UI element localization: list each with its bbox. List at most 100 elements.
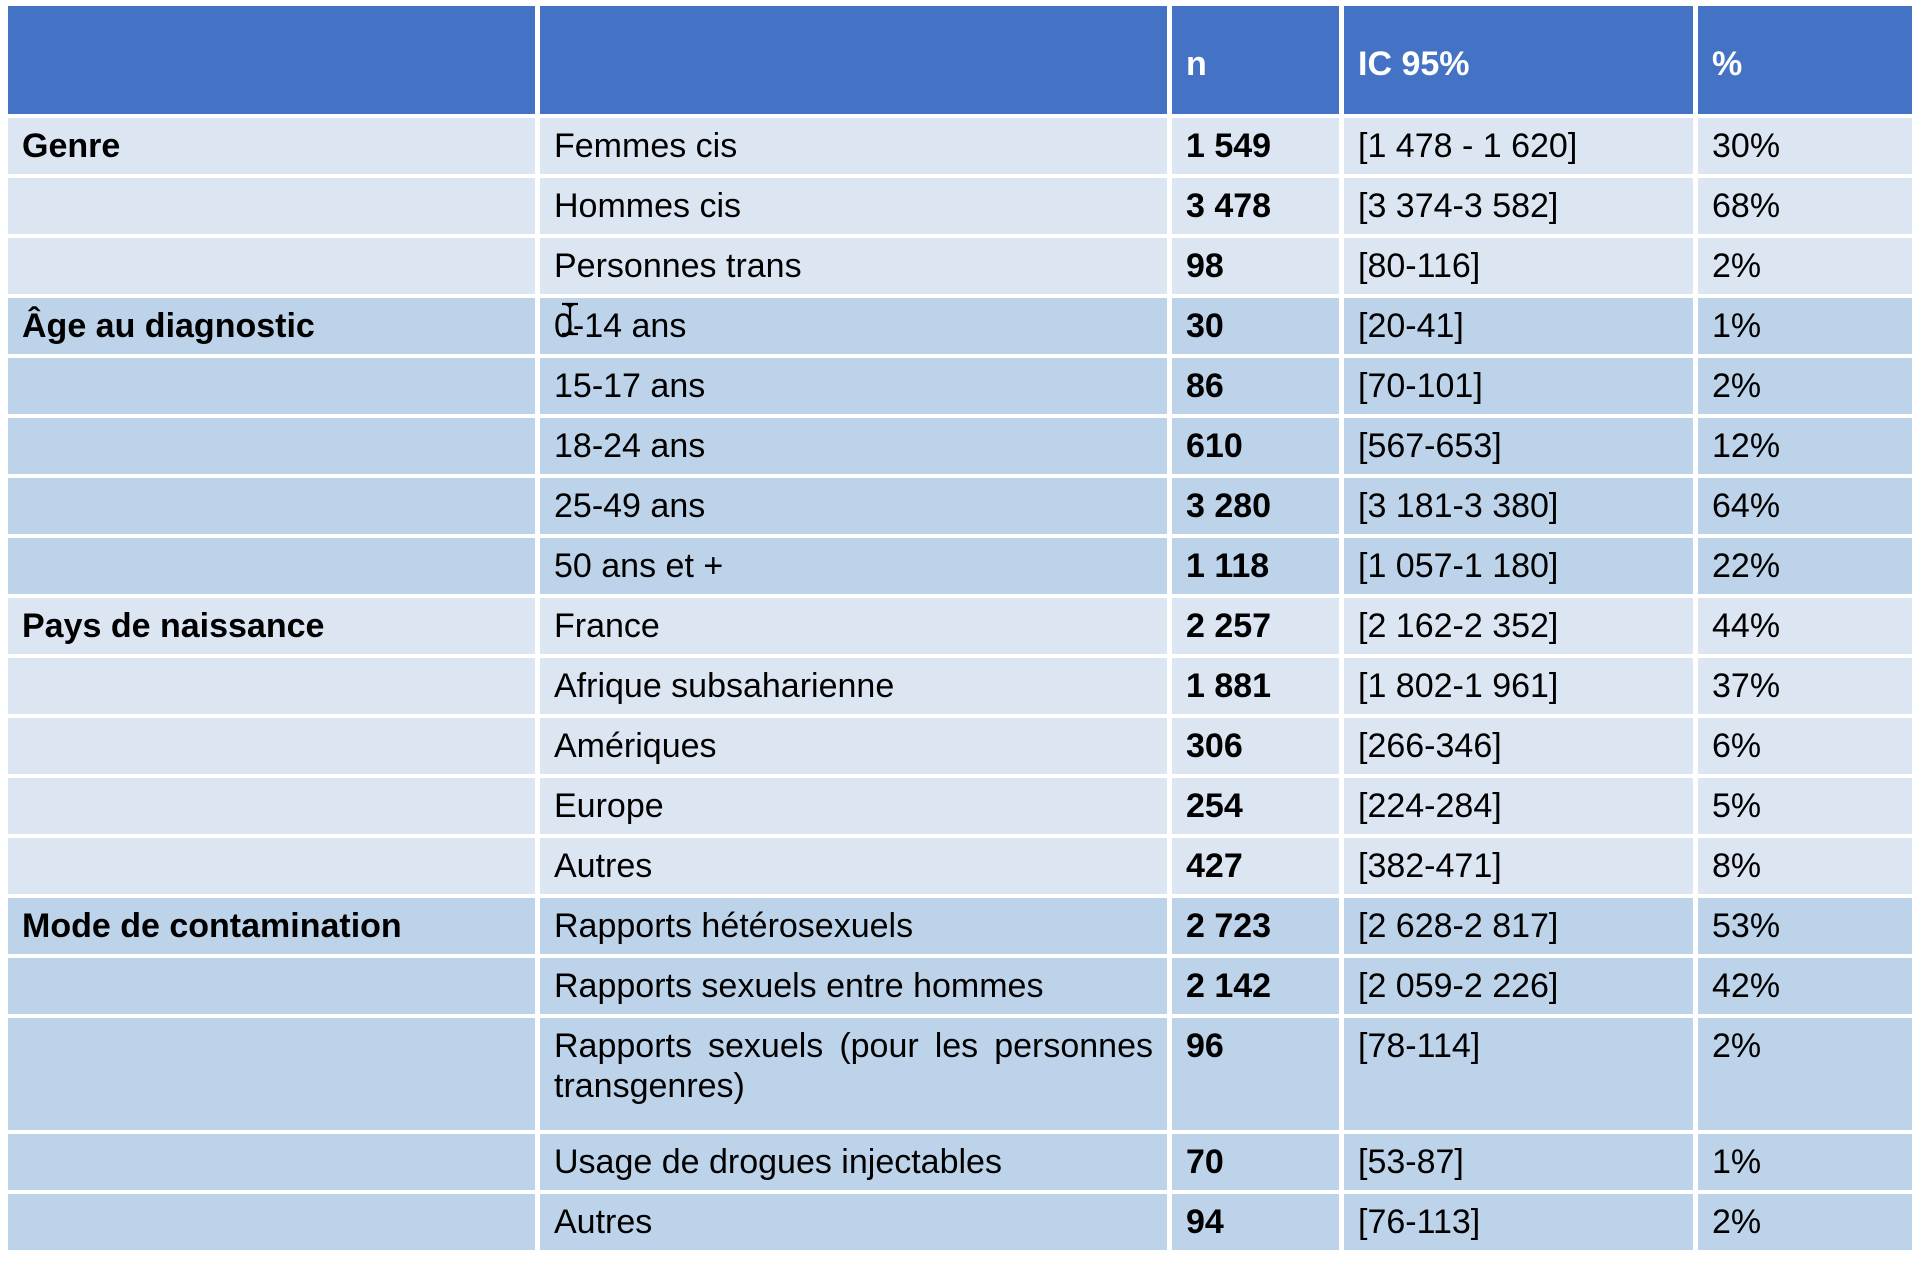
- row-percent: 2%: [1698, 1018, 1912, 1134]
- row-count: 427: [1172, 838, 1344, 898]
- row-count: 3 478: [1172, 178, 1344, 238]
- table-row: Rapports sexuels (pour les personnes tra…: [8, 1018, 1912, 1134]
- table-row: Genre Femmes cis 1 549 [1 478 - 1 620] 30%: [8, 118, 1912, 178]
- row-subcategory: 15-17 ans: [540, 358, 1172, 418]
- row-percent: 2%: [1698, 1194, 1912, 1254]
- row-percent: 22%: [1698, 538, 1912, 598]
- text-cursor-icon: [562, 302, 578, 336]
- row-subcategory: France: [540, 598, 1172, 658]
- header-ic95: IC 95%: [1344, 6, 1698, 118]
- row-confidence-interval: [567-653]: [1344, 418, 1698, 478]
- table-header: n IC 95% %: [8, 6, 1912, 118]
- table-row: Rapports sexuels entre hommes 2 142 [2 059…: [8, 958, 1912, 1018]
- row-confidence-interval: [76-113]: [1344, 1194, 1698, 1254]
- row-category: [8, 838, 540, 898]
- table-row: 25-49 ans 3 280 [3 181-3 380] 64%: [8, 478, 1912, 538]
- row-subcategory: Rapports hétérosexuels: [540, 898, 1172, 958]
- row-count: 306: [1172, 718, 1344, 778]
- row-count: 70: [1172, 1134, 1344, 1194]
- row-category: [8, 238, 540, 298]
- row-count: 3 280: [1172, 478, 1344, 538]
- table-body: Genre Femmes cis 1 549 [1 478 - 1 620] 30% Ho…: [8, 118, 1912, 1254]
- row-percent: 1%: [1698, 298, 1912, 358]
- row-percent: 37%: [1698, 658, 1912, 718]
- row-subcategory: 50 ans et +: [540, 538, 1172, 598]
- row-percent: 2%: [1698, 358, 1912, 418]
- table-row: 15-17 ans 86 [70-101] 2%: [8, 358, 1912, 418]
- row-percent: 42%: [1698, 958, 1912, 1018]
- row-count: 610: [1172, 418, 1344, 478]
- table-row: Pays de naissance France 2 257 [2 162-2 352…: [8, 598, 1912, 658]
- row-confidence-interval: [1 478 - 1 620]: [1344, 118, 1698, 178]
- table-row: Usage de drogues injectables 70 [53-87] 1%: [8, 1134, 1912, 1194]
- row-percent: 64%: [1698, 478, 1912, 538]
- row-category: [8, 1018, 540, 1134]
- row-category: [8, 358, 540, 418]
- row-percent: 53%: [1698, 898, 1912, 958]
- row-confidence-interval: [70-101]: [1344, 358, 1698, 418]
- row-percent: 8%: [1698, 838, 1912, 898]
- row-subcategory: Amériques: [540, 718, 1172, 778]
- statistics-table: n IC 95% % Genre Femmes cis 1 549 [1 478 - …: [8, 6, 1912, 1254]
- row-subcategory: Autres: [540, 838, 1172, 898]
- row-subcategory: 18-24 ans: [540, 418, 1172, 478]
- row-percent: 44%: [1698, 598, 1912, 658]
- row-subcategory: Autres: [540, 1194, 1172, 1254]
- row-subcategory: Europe: [540, 778, 1172, 838]
- row-count: 2 142: [1172, 958, 1344, 1018]
- row-subcategory: Usage de drogues injectables: [540, 1134, 1172, 1194]
- table-row: Âge au diagnostic 0-14 ans 30 [20-41] 1%: [8, 298, 1912, 358]
- row-subcategory: Rapports sexuels (pour les personnes tra…: [540, 1018, 1172, 1134]
- row-confidence-interval: [1 057-1 180]: [1344, 538, 1698, 598]
- row-confidence-interval: [20-41]: [1344, 298, 1698, 358]
- row-category: Genre: [8, 118, 540, 178]
- row-count: 98: [1172, 238, 1344, 298]
- row-confidence-interval: [2 162-2 352]: [1344, 598, 1698, 658]
- row-percent: 68%: [1698, 178, 1912, 238]
- row-count: 2 257: [1172, 598, 1344, 658]
- row-category: [8, 1194, 540, 1254]
- row-percent: 5%: [1698, 778, 1912, 838]
- row-count: 1 549: [1172, 118, 1344, 178]
- row-category: [8, 778, 540, 838]
- row-subcategory: 0-14 ans: [540, 298, 1172, 358]
- row-confidence-interval: [266-346]: [1344, 718, 1698, 778]
- row-category: [8, 178, 540, 238]
- row-confidence-interval: [2 628-2 817]: [1344, 898, 1698, 958]
- row-subcategory: Hommes cis: [540, 178, 1172, 238]
- row-confidence-interval: [78-114]: [1344, 1018, 1698, 1134]
- table-row: Autres 427 [382-471] 8%: [8, 838, 1912, 898]
- row-percent: 12%: [1698, 418, 1912, 478]
- table-row: Amériques 306 [266-346] 6%: [8, 718, 1912, 778]
- row-category: [8, 958, 540, 1018]
- row-confidence-interval: [80-116]: [1344, 238, 1698, 298]
- table-row: Personnes trans 98 [80-116] 2%: [8, 238, 1912, 298]
- row-category: Âge au diagnostic: [8, 298, 540, 358]
- row-percent: 30%: [1698, 118, 1912, 178]
- table-row: Hommes cis 3 478 [3 374-3 582] 68%: [8, 178, 1912, 238]
- row-percent: 6%: [1698, 718, 1912, 778]
- table-row: Mode de contamination Rapports hétérosexu…: [8, 898, 1912, 958]
- row-category: [8, 538, 540, 598]
- header-category: [8, 6, 540, 118]
- table-row: 18-24 ans 610 [567-653] 12%: [8, 418, 1912, 478]
- row-category: [8, 718, 540, 778]
- row-category: [8, 1134, 540, 1194]
- row-confidence-interval: [3 374-3 582]: [1344, 178, 1698, 238]
- row-confidence-interval: [3 181-3 380]: [1344, 478, 1698, 538]
- row-category: Pays de naissance: [8, 598, 540, 658]
- row-category: [8, 658, 540, 718]
- row-count: 254: [1172, 778, 1344, 838]
- header-row: n IC 95% %: [8, 6, 1912, 118]
- row-subcategory: Afrique subsaharienne: [540, 658, 1172, 718]
- row-confidence-interval: [382-471]: [1344, 838, 1698, 898]
- row-confidence-interval: [224-284]: [1344, 778, 1698, 838]
- header-n: n: [1172, 6, 1344, 118]
- row-count: 96: [1172, 1018, 1344, 1134]
- row-count: 86: [1172, 358, 1344, 418]
- row-count: 2 723: [1172, 898, 1344, 958]
- row-subcategory: Personnes trans: [540, 238, 1172, 298]
- table-row: Afrique subsaharienne 1 881 [1 802-1 961] 3…: [8, 658, 1912, 718]
- row-confidence-interval: [2 059-2 226]: [1344, 958, 1698, 1018]
- table-row: Europe 254 [224-284] 5%: [8, 778, 1912, 838]
